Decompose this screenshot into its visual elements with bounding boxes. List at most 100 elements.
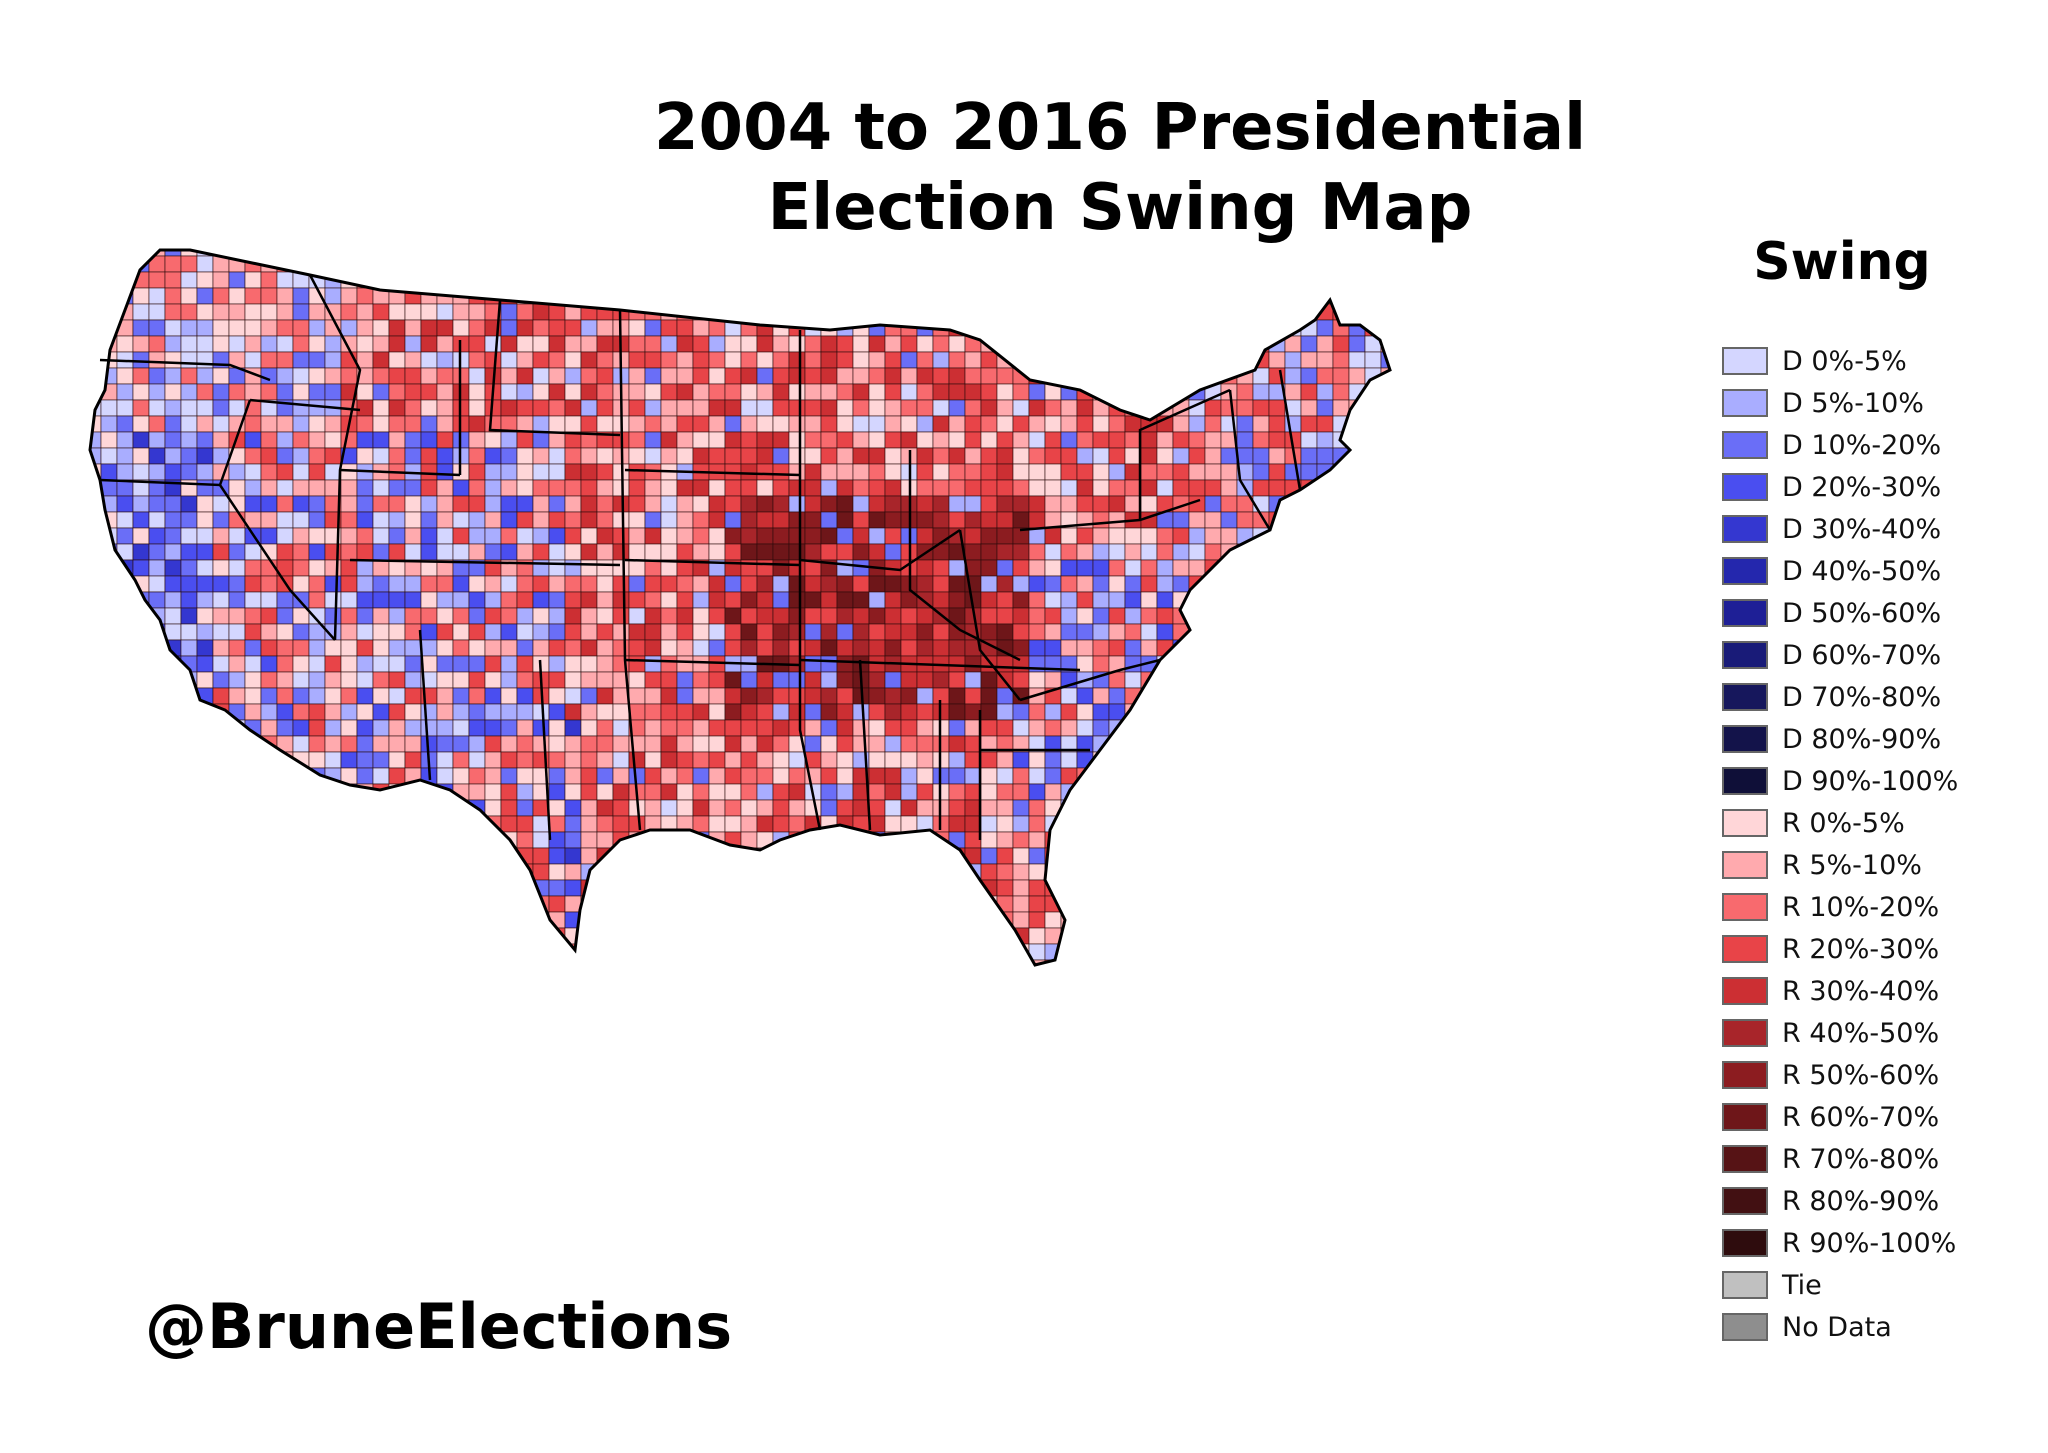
county-cell bbox=[90, 703, 102, 721]
county-cell bbox=[132, 735, 150, 753]
county-cell bbox=[1012, 383, 1030, 401]
county-cell bbox=[1300, 383, 1318, 401]
county-cell bbox=[1220, 527, 1238, 545]
county-cell bbox=[820, 383, 838, 401]
county-cell bbox=[868, 463, 886, 481]
county-cell bbox=[788, 799, 806, 817]
county-cell bbox=[420, 607, 438, 625]
county-cell bbox=[276, 927, 294, 945]
county-cell bbox=[628, 959, 646, 965]
county-cell bbox=[1156, 687, 1174, 705]
county-cell bbox=[1252, 911, 1270, 929]
county-cell bbox=[676, 511, 694, 529]
county-cell bbox=[580, 559, 598, 577]
county-cell bbox=[372, 719, 390, 737]
county-cell bbox=[1172, 335, 1190, 353]
county-cell bbox=[1092, 815, 1110, 833]
county-cell bbox=[948, 799, 966, 817]
county-cell bbox=[1268, 271, 1286, 289]
county-cell bbox=[1012, 911, 1030, 929]
county-cell bbox=[1188, 463, 1206, 481]
county-cell bbox=[1380, 911, 1390, 929]
county-cell bbox=[292, 415, 310, 433]
county-cell bbox=[820, 591, 838, 609]
county-cell bbox=[884, 367, 902, 385]
county-cell bbox=[724, 255, 742, 273]
county-cell bbox=[772, 543, 790, 561]
county-cell bbox=[1012, 607, 1030, 625]
county-cell bbox=[820, 815, 838, 833]
legend-label: D 50%-60% bbox=[1782, 597, 1942, 629]
county-cell bbox=[980, 383, 998, 401]
county-cell bbox=[548, 671, 566, 689]
county-cell bbox=[1012, 543, 1030, 561]
county-cell bbox=[1028, 831, 1046, 849]
county-cell bbox=[436, 639, 454, 657]
county-cell bbox=[948, 463, 966, 481]
county-cell bbox=[996, 799, 1014, 817]
county-cell bbox=[308, 463, 326, 481]
county-cell bbox=[1092, 415, 1110, 433]
county-cell bbox=[948, 895, 966, 913]
county-cell bbox=[1108, 879, 1126, 897]
county-cell bbox=[100, 703, 118, 721]
county-cell bbox=[564, 367, 582, 385]
county-cell bbox=[1060, 399, 1078, 417]
county-cell bbox=[1092, 719, 1110, 737]
county-cell bbox=[1397, 608, 1413, 624]
county-cell bbox=[948, 879, 966, 897]
county-cell bbox=[1172, 687, 1190, 705]
county-cell bbox=[1348, 479, 1366, 497]
county-cell bbox=[276, 319, 294, 337]
county-cell bbox=[1380, 559, 1390, 577]
county-cell bbox=[1300, 639, 1318, 657]
county-cell bbox=[580, 335, 598, 353]
county-cell bbox=[484, 943, 502, 961]
county-cell bbox=[1060, 415, 1078, 433]
county-cell bbox=[820, 607, 838, 625]
county-cell bbox=[996, 367, 1014, 385]
county-cell bbox=[1044, 367, 1062, 385]
county-cell bbox=[612, 543, 630, 561]
county-cell bbox=[356, 879, 374, 897]
county-cell bbox=[1268, 623, 1286, 641]
county-cell bbox=[1348, 559, 1366, 577]
county-cell bbox=[1092, 943, 1110, 961]
county-cell bbox=[708, 847, 726, 865]
county-cell bbox=[836, 783, 854, 801]
county-cell bbox=[308, 959, 326, 965]
county-cell bbox=[1380, 607, 1390, 625]
county-cell bbox=[212, 303, 230, 321]
county-cell bbox=[548, 495, 566, 513]
county-cell bbox=[1332, 927, 1350, 945]
county-cell bbox=[1236, 687, 1254, 705]
county-cell bbox=[756, 511, 774, 529]
county-cell bbox=[1268, 479, 1286, 497]
county-cell bbox=[372, 927, 390, 945]
county-cell bbox=[1012, 959, 1030, 965]
county-cell bbox=[212, 399, 230, 417]
county-cell bbox=[500, 527, 518, 545]
county-cell bbox=[468, 751, 486, 769]
county-cell bbox=[90, 495, 102, 513]
county-cell bbox=[612, 799, 630, 817]
county-cell bbox=[196, 415, 214, 433]
county-cell bbox=[100, 303, 118, 321]
county-cell bbox=[644, 911, 662, 929]
county-cell bbox=[90, 271, 102, 289]
county-cell bbox=[452, 511, 470, 529]
county-cell bbox=[660, 351, 678, 369]
county-cell bbox=[772, 431, 790, 449]
county-cell bbox=[90, 959, 102, 965]
county-cell bbox=[948, 287, 966, 305]
county-cell bbox=[1140, 447, 1158, 465]
county-cell bbox=[964, 735, 982, 753]
county-cell bbox=[1076, 863, 1094, 881]
county-cell bbox=[852, 623, 870, 641]
county-cell bbox=[148, 719, 166, 737]
county-cell bbox=[212, 831, 230, 849]
county-cell bbox=[196, 511, 214, 529]
county-cell bbox=[1172, 527, 1190, 545]
county-cell bbox=[164, 703, 182, 721]
county-cell bbox=[116, 847, 134, 865]
